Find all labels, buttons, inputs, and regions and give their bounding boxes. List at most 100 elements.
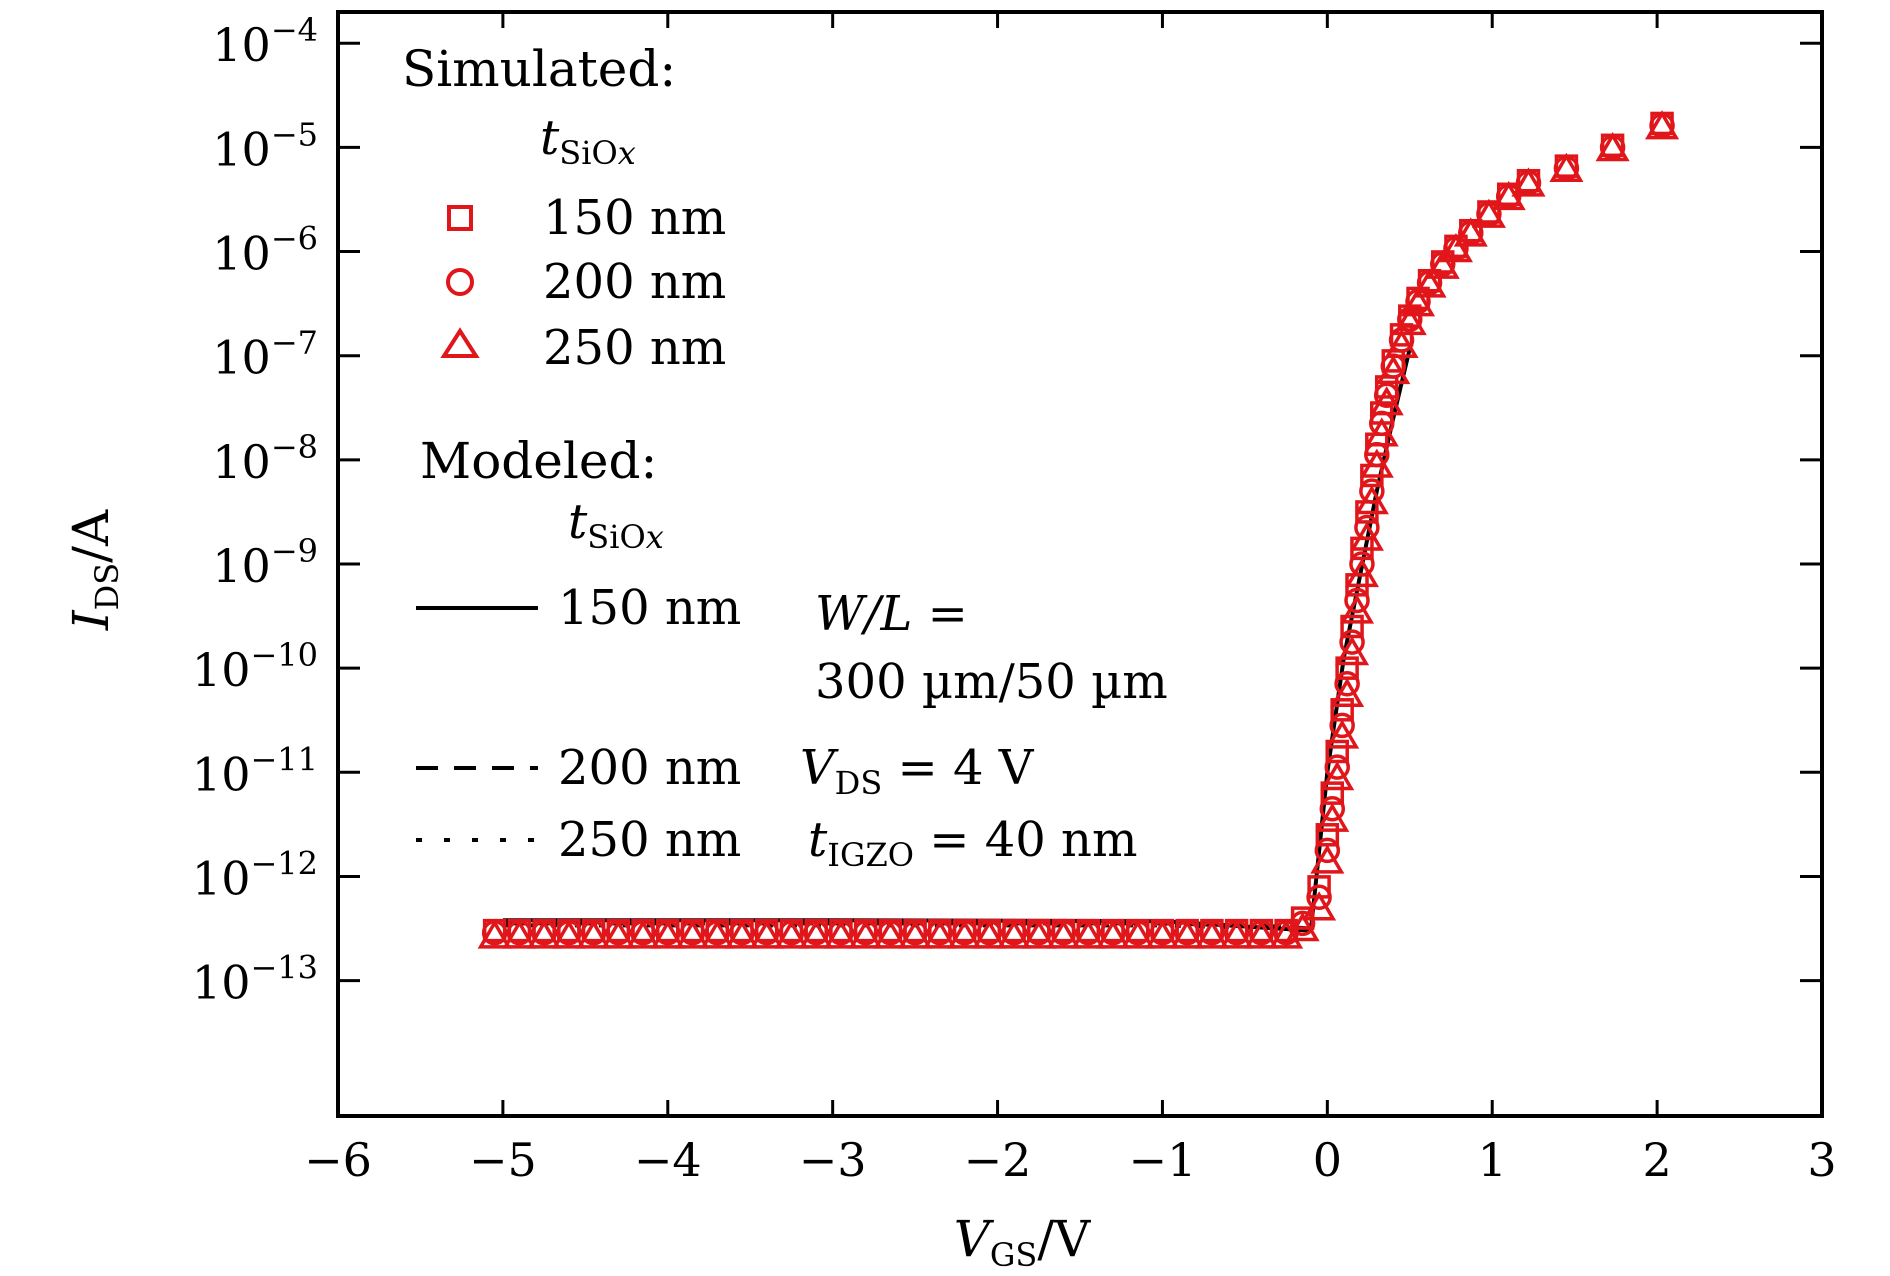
sim-triangle-point xyxy=(1120,919,1155,949)
legend-modeled-param: tSiOx xyxy=(568,494,664,556)
y-axis-title: IDS/A xyxy=(62,509,126,631)
sim-triangle-point xyxy=(1412,268,1447,298)
x-tick-label: −1 xyxy=(1129,1133,1197,1187)
sim-triangle-point xyxy=(1392,305,1427,336)
sim-triangle-point xyxy=(1244,919,1279,949)
sim-triangle-point xyxy=(947,919,982,949)
sim-triangle-point xyxy=(1021,919,1056,949)
annotations: W/L = 300 µm/50 µm VDS = 4 V tIGZO = 40 … xyxy=(800,586,1168,874)
sim-triangle-point xyxy=(1376,354,1411,385)
sim-circle-point xyxy=(1329,712,1355,739)
sim-circle-point xyxy=(1319,796,1346,822)
y-tick-label: 10−4 xyxy=(212,11,318,72)
modeled-line-dotted xyxy=(502,923,1311,933)
y-tick-label: 10−6 xyxy=(212,220,318,281)
annotation-vds: VDS = 4 V xyxy=(800,740,1035,802)
sim-triangle-point xyxy=(551,919,586,949)
sim-triangle-point xyxy=(675,919,710,949)
sim-triangle-point xyxy=(749,919,784,949)
sim-triangle-point xyxy=(1400,287,1436,317)
sim-circle-point xyxy=(1306,884,1332,911)
sim-triangle-point xyxy=(1194,919,1229,949)
sim-triangle-point xyxy=(601,919,636,949)
sim-triangle-point xyxy=(972,919,1007,949)
legend-mod-150-label: 150 nm xyxy=(558,580,741,636)
sim-triangle-point xyxy=(1369,386,1404,416)
sim-triangle-point xyxy=(873,919,908,949)
sim-triangle-point xyxy=(1511,167,1546,197)
x-tick-label: 1 xyxy=(1478,1133,1507,1187)
legend-triangle-marker xyxy=(440,327,480,358)
y-tick-label: 10−12 xyxy=(192,844,318,905)
sim-triangle-point xyxy=(1315,802,1350,832)
legend-simulated-param: tSiOx xyxy=(540,110,636,172)
sim-triangle-point xyxy=(527,919,562,949)
legend-mod-200-label: 200 nm xyxy=(558,740,741,796)
sim-triangle-point xyxy=(502,919,537,949)
y-tick-label: 10−7 xyxy=(212,324,318,385)
legend-sim-250-label: 250 nm xyxy=(543,320,726,376)
legend-sim-150-label: 150 nm xyxy=(543,190,726,246)
sim-triangle-point xyxy=(477,919,512,949)
legend-square-marker xyxy=(447,205,473,231)
legend-sim-200-label: 200 nm xyxy=(543,254,726,310)
sim-triangle-point xyxy=(650,919,685,949)
sim-triangle-point xyxy=(898,919,933,949)
sim-circle-point xyxy=(1359,478,1385,504)
sim-triangle-point xyxy=(1320,761,1355,791)
x-axis-title: VGS/V xyxy=(954,1210,1091,1274)
sim-triangle-point xyxy=(1095,919,1131,949)
sim-triangle-point xyxy=(996,919,1032,949)
sim-triangle-point xyxy=(724,919,760,949)
legend-simulated-header: Simulated: xyxy=(402,40,676,98)
x-tick-label: 2 xyxy=(1642,1133,1671,1187)
sim-circle-point xyxy=(1349,551,1375,577)
sim-triangle-point xyxy=(576,919,611,949)
sim-triangle-point xyxy=(700,919,735,949)
annotation-wl-line1: W/L = xyxy=(815,586,968,642)
sim-triangle-point xyxy=(1071,919,1106,949)
sim-triangle-point xyxy=(1364,417,1399,447)
y-tick-label: 10−11 xyxy=(192,740,318,801)
sim-triangle-point xyxy=(1453,217,1488,247)
sim-triangle-point xyxy=(625,919,661,949)
annotation-tigzo: tIGZO = 40 nm xyxy=(808,812,1137,874)
legend-mod-250-label: 250 nm xyxy=(558,812,741,868)
annotation-wl-line2: 300 µm/50 µm xyxy=(815,654,1168,710)
sim-triangle-point xyxy=(1145,919,1180,949)
sim-triangle-point xyxy=(1339,594,1375,624)
sim-triangle-point xyxy=(1219,919,1254,949)
sim-triangle-point xyxy=(922,919,957,949)
sim-circle-point xyxy=(1373,382,1400,409)
sim-triangle-point xyxy=(1438,232,1473,263)
legend-modeled-header: Modeled: xyxy=(420,432,657,490)
sim-triangle-point xyxy=(1285,912,1320,942)
sim-triangle-point xyxy=(1595,131,1630,162)
sim-triangle-point xyxy=(1425,249,1460,279)
sim-circle-point xyxy=(1354,514,1380,541)
axis-tick-labels: −6 −5 −4 −3 −2 −1 0 1 2 3 10−4 10−5 10−6 10−7 10−8 10−9… xyxy=(192,11,1837,1187)
sim-circle-point xyxy=(1339,629,1365,655)
sim-circle-point xyxy=(1334,671,1360,697)
sim-circle-point xyxy=(1344,587,1370,614)
sim-triangle-point xyxy=(1046,919,1081,949)
sim-circle-point xyxy=(1324,754,1350,780)
sim-triangle-point xyxy=(1349,521,1384,551)
legend-modeled: Modeled: tSiOx 150 nm 200 nm 250 nm xyxy=(416,432,741,868)
sim-triangle-point xyxy=(774,919,809,949)
sim-triangle-point xyxy=(1471,198,1506,228)
sim-triangle-point xyxy=(1354,485,1389,515)
sim-triangle-point xyxy=(823,919,858,949)
x-tick-label: −5 xyxy=(469,1133,537,1187)
sim-triangle-point xyxy=(1330,677,1365,707)
x-tick-label: 0 xyxy=(1313,1133,1342,1187)
sim-triangle-point xyxy=(799,919,834,949)
y-tick-label: 10−10 xyxy=(192,636,318,697)
sim-triangle-point xyxy=(1359,448,1394,478)
x-tick-label: −2 xyxy=(964,1133,1032,1187)
axis-ticks xyxy=(336,12,1824,1116)
plot-marks xyxy=(477,110,1680,949)
sim-triangle-point xyxy=(1170,919,1205,949)
